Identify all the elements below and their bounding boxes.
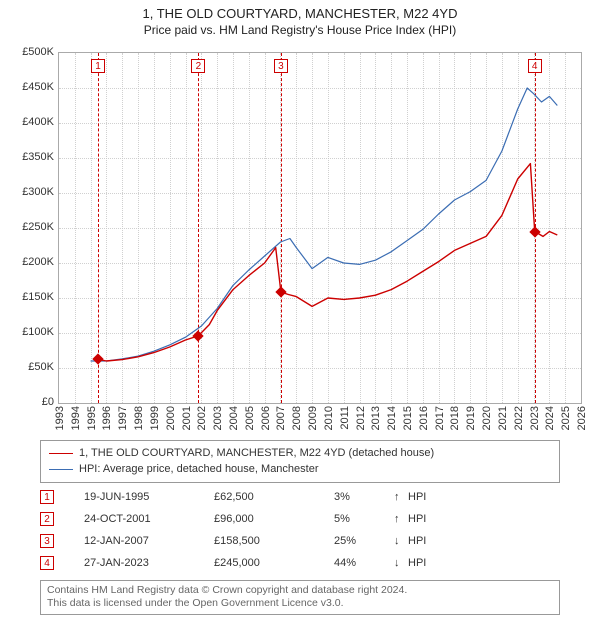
event-date: 12-JAN-2007 (84, 535, 214, 547)
xtick-label: 2000 (165, 406, 177, 430)
title-sub: Price paid vs. HM Land Registry's House … (0, 23, 600, 37)
event-diff: 3% (334, 491, 394, 503)
event-price: £96,000 (214, 513, 334, 525)
xtick-label: 2018 (449, 406, 461, 430)
ytick-label: £450K (10, 81, 54, 93)
chart: 1234 £0 £50K £100K £150K £200K £250K £300K £350… (10, 48, 590, 428)
events-row: 2 24-OCT-2001£96,0005%↑HPI (40, 508, 560, 530)
xtick-label: 2015 (402, 406, 414, 430)
xtick-label: 2014 (386, 406, 398, 430)
xtick-label: 2010 (323, 406, 335, 430)
event-num: 3 (40, 534, 54, 548)
xtick-label: 2013 (370, 406, 382, 430)
ytick-label: £150K (10, 291, 54, 303)
arrow-icon: ↑ (394, 491, 408, 503)
legend-swatch-hpi (49, 469, 73, 470)
event-date: 27-JAN-2023 (84, 557, 214, 569)
title-block: 1, THE OLD COURTYARD, MANCHESTER, M22 4Y… (0, 0, 600, 37)
xtick-label: 1994 (70, 406, 82, 430)
event-diff: 44% (334, 557, 394, 569)
series-property (98, 164, 557, 361)
xtick-label: 2003 (212, 406, 224, 430)
xtick-label: 2002 (196, 406, 208, 430)
xtick-label: 1996 (101, 406, 113, 430)
xtick-label: 2009 (307, 406, 319, 430)
event-price: £158,500 (214, 535, 334, 547)
events-row: 3 12-JAN-2007£158,50025%↓HPI (40, 530, 560, 552)
xtick-label: 2022 (513, 406, 525, 430)
legend-label-property: 1, THE OLD COURTYARD, MANCHESTER, M22 4Y… (79, 445, 434, 461)
xtick-label: 2004 (228, 406, 240, 430)
legend-item-hpi: HPI: Average price, detached house, Manc… (49, 461, 551, 477)
legend: 1, THE OLD COURTYARD, MANCHESTER, M22 4Y… (40, 440, 560, 483)
ytick-label: £400K (10, 116, 54, 128)
ytick-label: £50K (10, 361, 54, 373)
events-row: 4 27-JAN-2023£245,00044%↓HPI (40, 552, 560, 574)
xtick-label: 2023 (529, 406, 541, 430)
ytick-label: £500K (10, 46, 54, 58)
xtick-label: 2019 (465, 406, 477, 430)
footer-line2: This data is licensed under the Open Gov… (47, 597, 553, 610)
event-num: 1 (40, 490, 54, 504)
xtick-label: 2001 (181, 406, 193, 430)
arrow-icon: ↑ (394, 513, 408, 525)
xtick-label: 1995 (86, 406, 98, 430)
event-hpi: HPI (408, 491, 438, 503)
xtick-label: 2006 (260, 406, 272, 430)
xtick-label: 2025 (560, 406, 572, 430)
xtick-label: 2012 (355, 406, 367, 430)
page: 1, THE OLD COURTYARD, MANCHESTER, M22 4Y… (0, 0, 600, 620)
xtick-label: 2016 (418, 406, 430, 430)
xtick-label: 1999 (149, 406, 161, 430)
event-price: £245,000 (214, 557, 334, 569)
footer-line1: Contains HM Land Registry data © Crown c… (47, 584, 553, 597)
series-lines (59, 53, 581, 403)
event-diff: 25% (334, 535, 394, 547)
xtick-label: 1993 (54, 406, 66, 430)
legend-label-hpi: HPI: Average price, detached house, Manc… (79, 461, 319, 477)
ytick-label: £100K (10, 326, 54, 338)
ytick-label: £200K (10, 256, 54, 268)
event-hpi: HPI (408, 535, 438, 547)
xtick-label: 2017 (434, 406, 446, 430)
xtick-label: 2024 (544, 406, 556, 430)
xtick-label: 1997 (117, 406, 129, 430)
ytick-label: £300K (10, 186, 54, 198)
event-price: £62,500 (214, 491, 334, 503)
footer: Contains HM Land Registry data © Crown c… (40, 580, 560, 615)
event-hpi: HPI (408, 513, 438, 525)
series-hpi (91, 88, 558, 361)
xtick-label: 2007 (275, 406, 287, 430)
xtick-label: 2026 (576, 406, 588, 430)
xtick-label: 1998 (133, 406, 145, 430)
xtick-label: 2021 (497, 406, 509, 430)
ytick-label: £350K (10, 151, 54, 163)
event-hpi: HPI (408, 557, 438, 569)
legend-swatch-property (49, 453, 73, 454)
title-main: 1, THE OLD COURTYARD, MANCHESTER, M22 4Y… (0, 6, 600, 21)
legend-item-property: 1, THE OLD COURTYARD, MANCHESTER, M22 4Y… (49, 445, 551, 461)
xtick-label: 2008 (291, 406, 303, 430)
plot-area: 1234 (58, 52, 582, 404)
xtick-label: 2020 (481, 406, 493, 430)
xtick-label: 2005 (244, 406, 256, 430)
events-row: 1 19-JUN-1995£62,5003%↑HPI (40, 486, 560, 508)
event-date: 24-OCT-2001 (84, 513, 214, 525)
event-date: 19-JUN-1995 (84, 491, 214, 503)
arrow-icon: ↓ (394, 535, 408, 547)
xtick-label: 2011 (339, 406, 351, 430)
event-num: 4 (40, 556, 54, 570)
ytick-label: £0 (10, 396, 54, 408)
event-num: 2 (40, 512, 54, 526)
ytick-label: £250K (10, 221, 54, 233)
arrow-icon: ↓ (394, 557, 408, 569)
event-diff: 5% (334, 513, 394, 525)
events-table: 119-JUN-1995£62,5003%↑HPI224-OCT-2001£96… (40, 486, 560, 574)
